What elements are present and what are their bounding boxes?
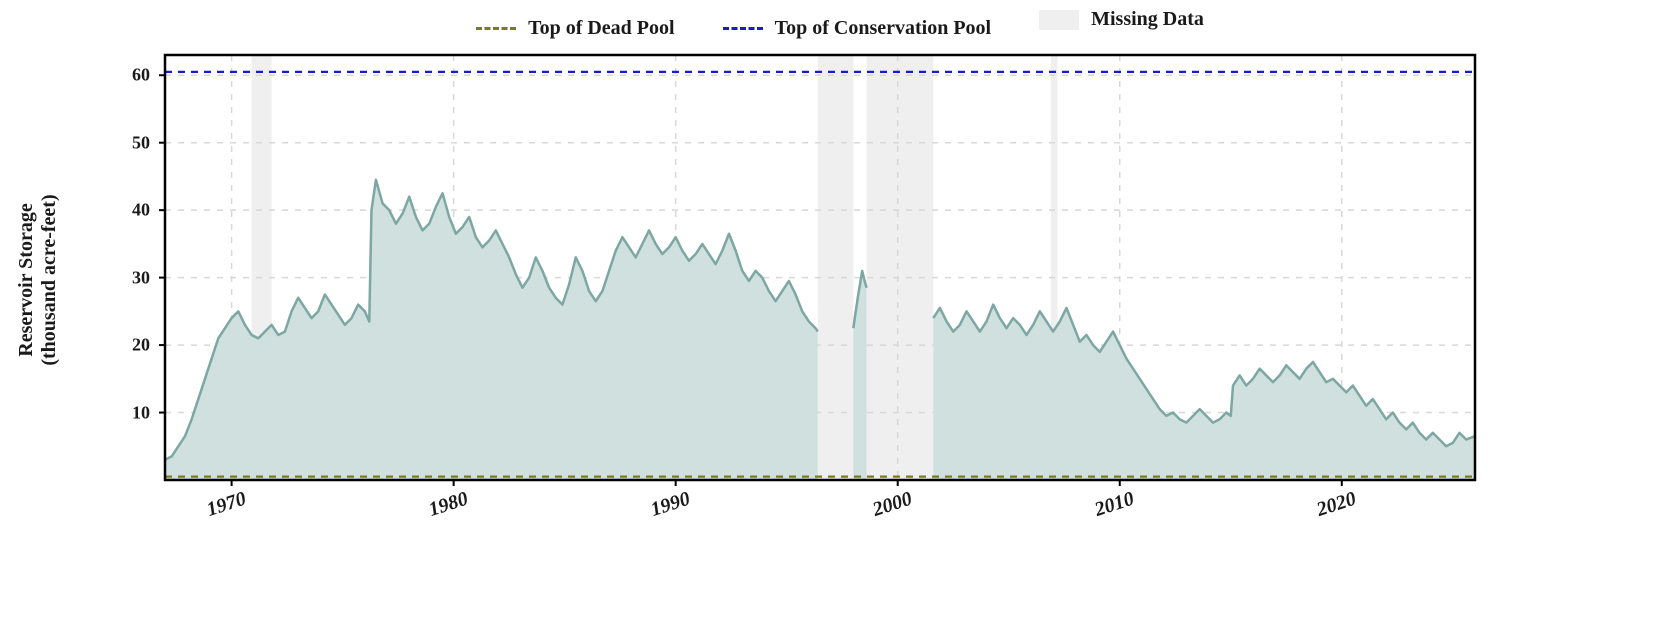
y-tick-label: 50 bbox=[132, 132, 150, 153]
y-axis-label-line1: Reservoir Storage bbox=[15, 203, 37, 356]
y-tick-label: 30 bbox=[132, 267, 150, 288]
y-tick-label: 40 bbox=[132, 200, 150, 221]
chart-container: Top of Dead Pool Top of Conservation Pool… bbox=[0, 0, 1680, 630]
legend: Top of Dead Pool Top of Conservation Pool… bbox=[0, 8, 1680, 40]
missing-band bbox=[867, 55, 934, 480]
y-tick-label: 60 bbox=[132, 65, 150, 86]
y-tick-label: 20 bbox=[132, 335, 150, 356]
legend-label: Top of Conservation Pool bbox=[775, 17, 992, 40]
legend-item: Top of Conservation Pool bbox=[723, 17, 992, 40]
legend-label: Missing Data bbox=[1091, 8, 1204, 31]
y-axis-label: Reservoir Storage (thousand acre-feet) bbox=[15, 194, 61, 365]
legend-item: Top of Dead Pool bbox=[476, 17, 675, 40]
y-axis-label-line2: (thousand acre-feet) bbox=[38, 194, 61, 365]
y-tick-label: 10 bbox=[132, 402, 150, 423]
legend-box-icon bbox=[1039, 10, 1079, 30]
legend-dash-icon bbox=[476, 27, 516, 30]
legend-label: Top of Dead Pool bbox=[528, 17, 675, 40]
legend-item: Missing Data bbox=[1039, 8, 1204, 31]
missing-band bbox=[818, 55, 854, 480]
plot-area bbox=[0, 0, 1680, 630]
legend-dash-icon bbox=[723, 27, 763, 30]
